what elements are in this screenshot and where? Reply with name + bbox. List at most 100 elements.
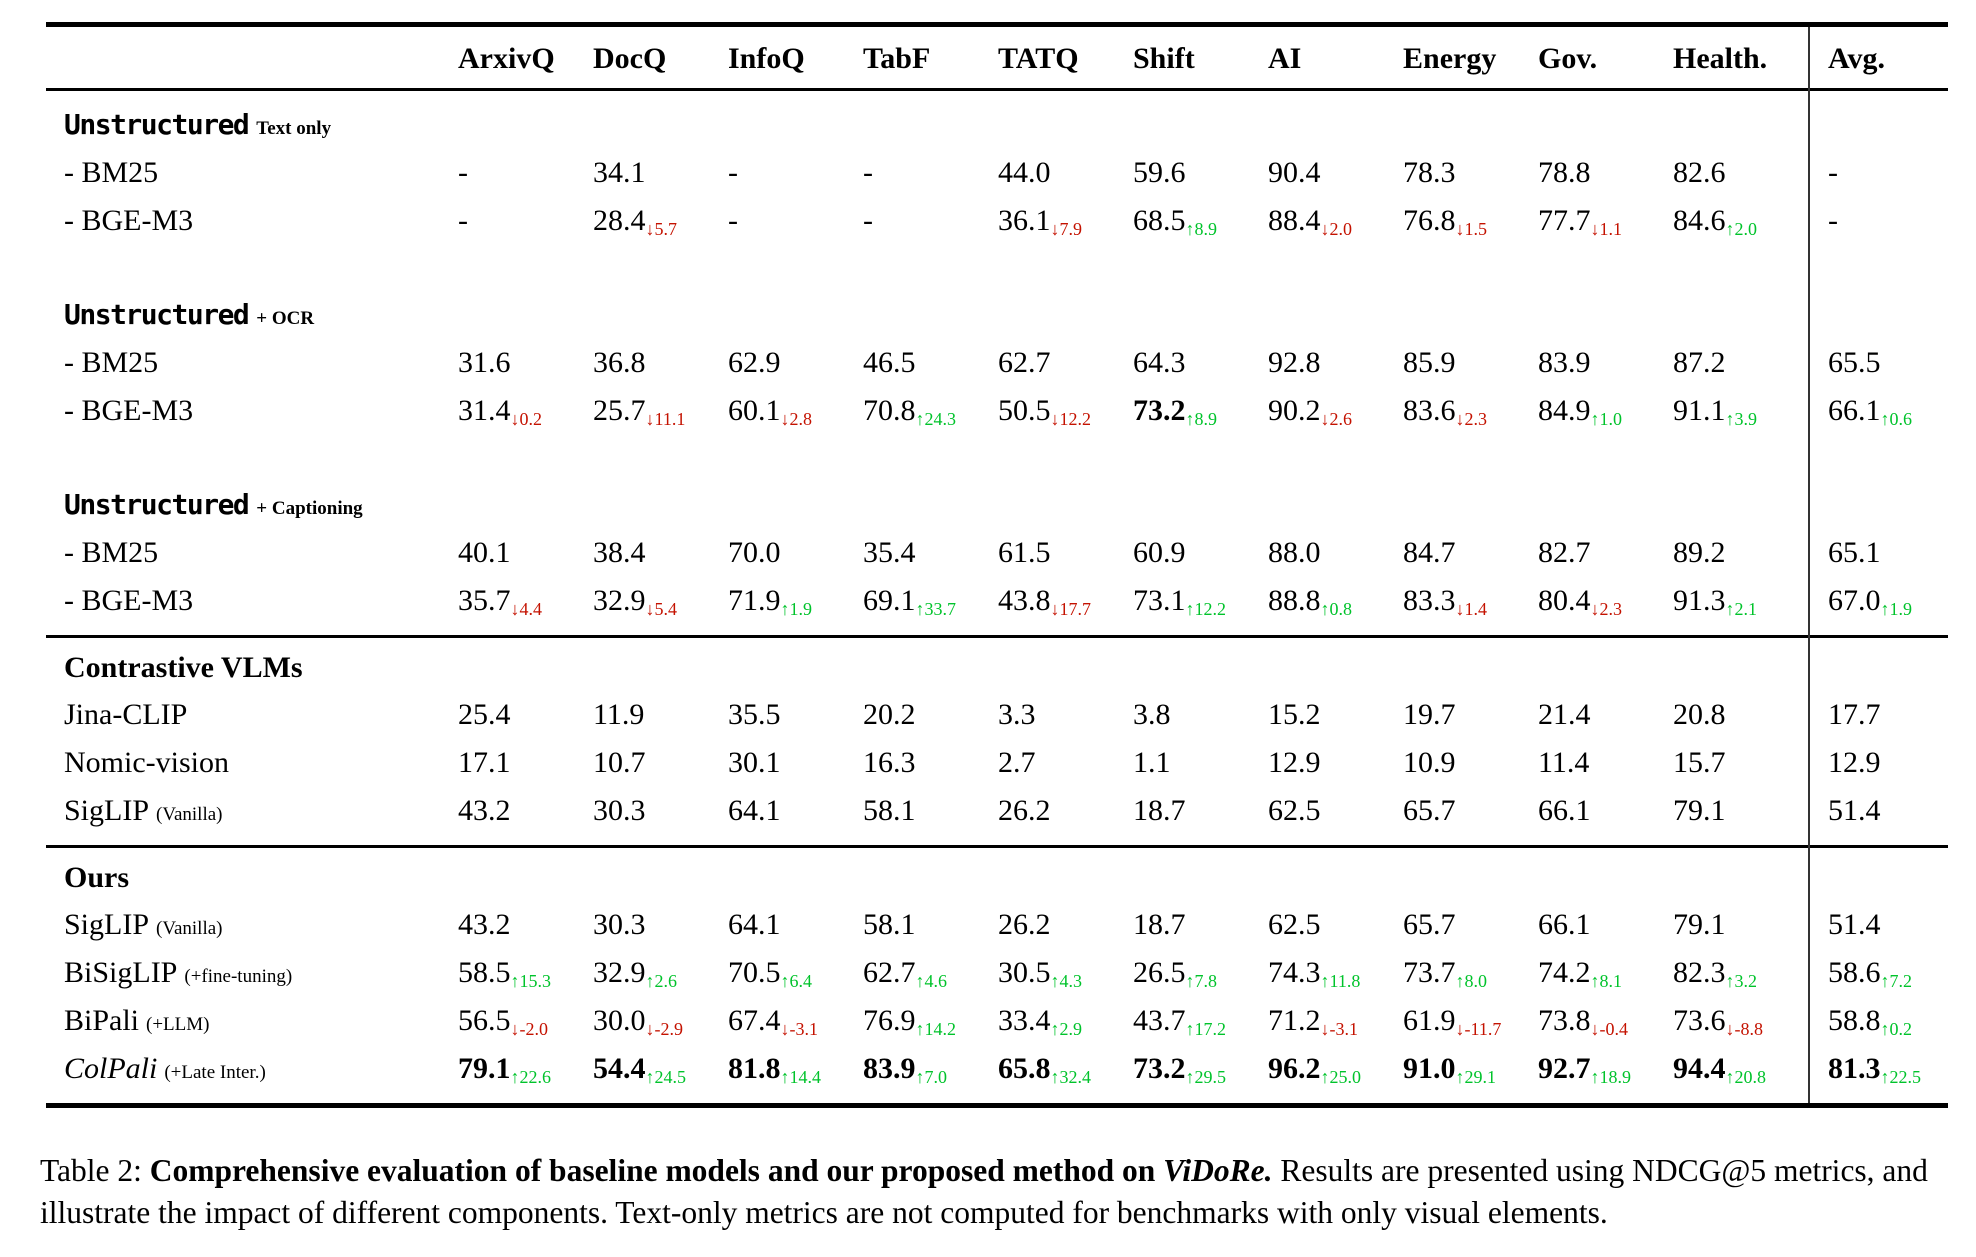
- metric-value: 66.1: [1538, 908, 1591, 941]
- metric-value: 34.1: [593, 156, 646, 189]
- metric-cell: 85.9: [1403, 339, 1538, 387]
- metric-delta: ↓-0.4: [1590, 1019, 1629, 1039]
- metric-value: 33.4: [998, 1004, 1051, 1037]
- model-name: BiPali: [64, 1004, 140, 1037]
- metric-value: 46.5: [863, 346, 916, 379]
- metric-cell: 92.8: [1268, 339, 1403, 387]
- table-row: BiPali (+LLM) 56.5↓-2.0 30.0↓-2.9 67.4↓-3.1 7…: [46, 997, 1948, 1045]
- metric-value: 88.8: [1268, 584, 1321, 617]
- metric-value: 66.1: [1828, 394, 1881, 427]
- metric-cell: 73.1↑12.2: [1133, 577, 1268, 628]
- metric-value: 84.6: [1673, 204, 1726, 237]
- results-table: ArxivQ DocQ InfoQ TabF TATQ Shift AI Energy Gov.…: [46, 22, 1948, 1108]
- metric-cell: 89.2: [1673, 529, 1808, 577]
- metric-cell: 3.8: [1133, 691, 1268, 739]
- metric-value: 61.5: [998, 536, 1051, 569]
- row-label: Nomic-vision: [46, 739, 458, 787]
- metric-cell: 81.3↑22.5: [1808, 1045, 1948, 1096]
- metric-cell: 58.1: [863, 787, 998, 835]
- metric-cell: 10.7: [593, 739, 728, 787]
- metric-value: 28.4: [593, 204, 646, 237]
- metric-cell: 15.7: [1673, 739, 1808, 787]
- metric-value: 73.2: [1133, 394, 1186, 427]
- metric-cell: 40.1: [458, 529, 593, 577]
- metric-value: -: [458, 204, 468, 237]
- metric-cell: 90.4: [1268, 149, 1403, 197]
- column-header-tabf: TabF: [863, 42, 931, 75]
- column-header-shift: Shift: [1133, 42, 1195, 75]
- metric-value: 78.3: [1403, 156, 1456, 189]
- section-title-suffix: Text only: [256, 118, 332, 139]
- metric-delta: ↑33.7: [915, 599, 957, 619]
- metric-cell: -: [1808, 197, 1948, 245]
- metric-cell: 54.4↑24.5: [593, 1045, 728, 1096]
- metric-delta: ↑7.0: [915, 1067, 948, 1087]
- metric-value: 30.0: [593, 1004, 646, 1037]
- metric-cell: 82.7: [1538, 529, 1673, 577]
- metric-value: -: [728, 204, 738, 237]
- metric-delta: ↑0.2: [1880, 1019, 1913, 1039]
- metric-cell: 58.5↑15.3: [458, 949, 593, 1000]
- metric-value: 74.2: [1538, 956, 1591, 989]
- metric-cell: 46.5: [863, 339, 998, 387]
- metric-cell: 67.4↓-3.1: [728, 997, 863, 1048]
- metric-value: 60.1: [728, 394, 781, 427]
- metric-cell: 91.3↑2.1: [1673, 577, 1808, 628]
- metric-delta: ↓1.4: [1455, 599, 1488, 619]
- caption-label: Table 2:: [40, 1153, 150, 1188]
- metric-value: 83.9: [1538, 346, 1591, 379]
- table-row: Nomic-vision 17.1 10.7 30.1 16.3 2.7 1.1 12.9 10…: [46, 739, 1948, 787]
- section-header-row: Contrastive VLMs: [46, 635, 1948, 691]
- table-row: - BM25 40.1 38.4 70.0 35.4 61.5 60.9 88.0 84.7 82…: [46, 529, 1948, 577]
- metric-cell: 84.7: [1403, 529, 1538, 577]
- table-row: BiSigLIP (+fine-tuning) 58.5↑15.3 32.9↑2.6 7…: [46, 949, 1948, 997]
- metric-value: 62.5: [1268, 908, 1321, 941]
- metric-value: 43.2: [458, 908, 511, 941]
- metric-cell: 56.5↓-2.0: [458, 997, 593, 1048]
- metric-value: 58.5: [458, 956, 511, 989]
- metric-cell: 82.3↑3.2: [1673, 949, 1808, 1000]
- metric-cell: 12.9: [1268, 739, 1403, 787]
- metric-value: 68.5: [1133, 204, 1186, 237]
- metric-value: 65.7: [1403, 794, 1456, 827]
- table-row: - BGE-M3 35.7↓4.4 32.9↓5.4 71.9↑1.9 69.1↑33.…: [46, 577, 1948, 625]
- metric-cell: 66.1: [1538, 901, 1673, 949]
- metric-value: 56.5: [458, 1004, 511, 1037]
- metric-cell: 30.3: [593, 901, 728, 949]
- metric-value: 31.6: [458, 346, 511, 379]
- metric-cell: 65.7: [1403, 901, 1538, 949]
- metric-value: 64.1: [728, 794, 781, 827]
- metric-delta: ↑11.8: [1320, 971, 1361, 991]
- metric-value: 20.8: [1673, 698, 1726, 731]
- metric-delta: ↑15.3: [510, 971, 552, 991]
- metric-cell: 78.3: [1403, 149, 1538, 197]
- metric-cell: 83.9: [1538, 339, 1673, 387]
- model-name: - BM25: [64, 346, 159, 379]
- metric-cell: -: [728, 197, 863, 245]
- metric-delta: ↓-2.0: [510, 1019, 549, 1039]
- metric-delta: ↑8.9: [1185, 219, 1218, 239]
- metric-value: 66.1: [1538, 794, 1591, 827]
- metric-value: 61.9: [1403, 1004, 1456, 1037]
- model-name: Jina-CLIP: [64, 698, 188, 731]
- metric-cell: -: [458, 149, 593, 197]
- metric-cell: 62.5: [1268, 901, 1403, 949]
- metric-value: 60.9: [1133, 536, 1186, 569]
- row-label: - BGE-M3: [46, 197, 458, 245]
- metric-cell: 31.6: [458, 339, 593, 387]
- metric-delta: ↑20.8: [1725, 1067, 1767, 1087]
- metric-value: 50.5: [998, 394, 1051, 427]
- metric-delta: ↓2.3: [1590, 599, 1623, 619]
- metric-value: 79.1: [1673, 794, 1726, 827]
- metric-cell: 64.1: [728, 901, 863, 949]
- model-name-suffix: (Vanilla): [156, 918, 223, 939]
- metric-cell: 73.2↑29.5: [1133, 1045, 1268, 1096]
- metric-value: 19.7: [1403, 698, 1456, 731]
- model-name: SigLIP: [64, 794, 150, 827]
- metric-cell: 96.2↑25.0: [1268, 1045, 1403, 1096]
- metric-cell: 83.6↓2.3: [1403, 387, 1538, 438]
- model-name-suffix: (Vanilla): [156, 804, 223, 825]
- model-name-suffix: (+LLM): [146, 1014, 210, 1035]
- metric-value: 43.2: [458, 794, 511, 827]
- metric-value: 17.7: [1828, 698, 1881, 731]
